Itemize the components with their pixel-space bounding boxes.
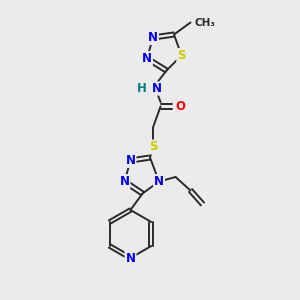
Text: N: N [142, 52, 152, 65]
Text: N: N [119, 175, 130, 188]
Text: O: O [175, 100, 185, 113]
Text: H: H [137, 82, 146, 95]
Text: N: N [148, 31, 158, 44]
Text: S: S [149, 140, 157, 154]
Text: CH₃: CH₃ [194, 17, 215, 28]
Text: N: N [125, 154, 136, 167]
Text: S: S [177, 49, 186, 62]
Text: N: N [154, 175, 164, 188]
Text: N: N [125, 251, 136, 265]
Text: N: N [152, 82, 162, 95]
